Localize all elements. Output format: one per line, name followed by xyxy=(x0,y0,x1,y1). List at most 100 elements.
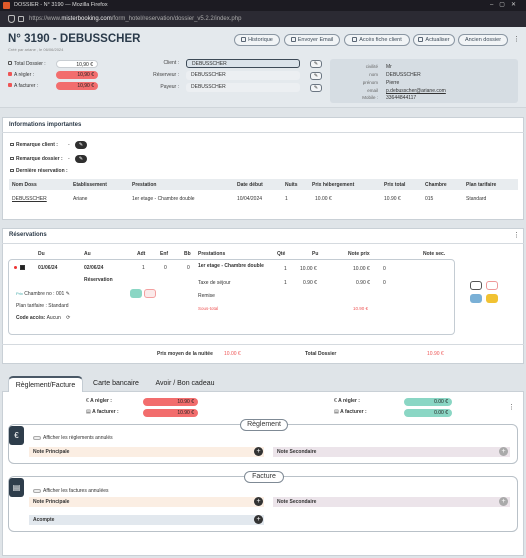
facture-note-principale: Note Principale xyxy=(29,497,264,507)
pencil-icon[interactable]: ✎ xyxy=(65,291,70,297)
divider xyxy=(2,344,524,345)
historique-button[interactable]: Historique xyxy=(234,34,280,46)
reglement-note-secondaire: Note Secondaire xyxy=(273,447,510,457)
show-cancelled-reglements-toggle[interactable] xyxy=(33,436,41,440)
cancel-edit-icon[interactable] xyxy=(470,281,482,290)
sous-total-value: 10.90 € xyxy=(353,306,369,311)
col-prestation: Prestation xyxy=(132,182,157,188)
add-acompte-button[interactable]: + xyxy=(254,515,263,524)
refresh-icon xyxy=(418,37,424,42)
prest1-total: 10.00 € xyxy=(353,266,370,272)
payment-more-icon[interactable]: ⋮ xyxy=(508,404,515,411)
client-edit-button[interactable]: ✎ xyxy=(310,60,322,68)
last-res-nuits: 1 xyxy=(285,196,288,202)
show-cancelled-factures-toggle[interactable] xyxy=(33,489,41,493)
nom-label: nom xyxy=(369,72,378,77)
res-col-adt: Adt xyxy=(137,251,146,257)
cancel-no-icon[interactable] xyxy=(486,281,498,290)
prest1-pu: 10.00 € xyxy=(300,266,317,272)
url-text[interactable]: https://www.misterbooking.com/form_hotel… xyxy=(29,16,242,22)
add-facture-principale-button[interactable]: + xyxy=(254,497,263,506)
remarque-client-edit-button[interactable]: ✎ xyxy=(75,141,87,149)
prest2-name: Taxe de séjour xyxy=(198,280,231,286)
res-adt: 1 xyxy=(142,265,145,271)
header-more-icon[interactable]: ⋮ xyxy=(513,36,520,43)
refresh-button[interactable]: Actualiser xyxy=(413,34,455,46)
card-icon[interactable] xyxy=(470,294,482,303)
prest2-total: 0.90 € xyxy=(356,280,370,286)
mail-icon xyxy=(290,37,296,42)
last-res-date: 10/04/2024 xyxy=(237,196,263,202)
rs-facturer2-label: ▤ A facturer : xyxy=(334,409,367,415)
reservation-checkbox[interactable] xyxy=(20,265,25,270)
prenom-label: prénom xyxy=(362,80,378,85)
reserveur-edit-button[interactable]: ✎ xyxy=(310,72,322,80)
refresh-icon[interactable]: ⟳ xyxy=(66,315,71,321)
remise-label: Remise xyxy=(198,293,215,299)
client-field[interactable]: DEBUSSCHER xyxy=(186,59,300,68)
reservation-row-box xyxy=(8,259,455,335)
important-info-card xyxy=(2,117,524,220)
total-dossier-row: Total Dossier : xyxy=(8,60,58,68)
lock-icon[interactable] xyxy=(18,16,24,22)
old-dossier-button[interactable]: Ancien dossier xyxy=(458,34,508,46)
res-plan: Plan tarifaire : Standard xyxy=(16,303,69,309)
euro-icon: € xyxy=(9,426,24,445)
lock-icon[interactable] xyxy=(486,294,498,303)
tab-carte-bancaire[interactable]: Carte bancaire xyxy=(93,380,139,387)
res-bb: 0 xyxy=(187,265,190,271)
add-reglement-secondaire-button[interactable]: + xyxy=(499,447,508,456)
reserveur-field[interactable]: DEBUSSCHER xyxy=(186,71,300,80)
window-controls[interactable]: –▢✕ xyxy=(489,2,522,8)
rs-regler-value: 10.90 € xyxy=(143,398,198,406)
invoice-icon xyxy=(8,83,12,87)
email-link[interactable]: p.debusscher@ariane.com xyxy=(386,88,446,94)
last-res-nom-link[interactable]: DEBUSSCHER xyxy=(12,196,47,202)
res-col-note-prix: Note prix xyxy=(348,251,370,257)
add-reglement-principale-button[interactable]: + xyxy=(254,447,263,456)
calendar-icon xyxy=(10,169,14,172)
res-type: Réservation xyxy=(84,277,113,283)
res-col-note-sec: Note sec. xyxy=(423,251,446,257)
col-date-debut: Date début xyxy=(237,182,263,188)
col-prix-hebergement: Prix hébergement xyxy=(312,182,355,188)
browser-urlbar[interactable]: https://www.misterbooking.com/form_hotel… xyxy=(0,11,526,27)
send-email-button[interactable]: Envoyer Email xyxy=(284,34,340,46)
status-dot-icon xyxy=(14,266,17,269)
res-col-prestations: Prestations xyxy=(198,251,226,257)
rs-facturer-label: ▤ A facturer : xyxy=(86,409,119,415)
res-col-enf: Enf xyxy=(160,251,169,257)
prix-moyen-value: 10.00 € xyxy=(224,351,241,357)
res-au: 02/06/24 xyxy=(84,265,104,271)
payeur-edit-button[interactable]: ✎ xyxy=(310,84,322,92)
room-icon[interactable] xyxy=(130,289,142,298)
client-label: Client : xyxy=(163,60,179,66)
mobile-value: 33644844117 xyxy=(386,95,417,101)
res-col-du: Du xyxy=(38,251,45,257)
user-card-icon xyxy=(352,37,358,42)
euro-icon xyxy=(8,72,12,76)
remarque-dossier-edit-button[interactable]: ✎ xyxy=(75,155,87,163)
reservations-title: Réservations xyxy=(9,232,47,238)
tab-reglement-facture[interactable]: Règlement/Facture xyxy=(8,376,83,392)
history-icon xyxy=(241,37,247,42)
a-regler-row: A régler : xyxy=(8,71,58,79)
prenom-value: Pierre xyxy=(386,80,400,86)
no-cleaning-icon[interactable] xyxy=(144,289,156,298)
tab-avoir-bon-cadeau[interactable]: Avoir / Bon cadeau xyxy=(155,380,215,387)
client-file-button[interactable]: Accès fiche client xyxy=(344,34,410,46)
last-reservation-header xyxy=(9,179,518,190)
col-plan-tarifaire: Plan tarifaire xyxy=(466,182,497,188)
payeur-field[interactable]: DEBUSSCHER xyxy=(186,83,300,92)
total-dossier-value-res: 10.90 € xyxy=(427,351,444,357)
remarque-client-label: Remarque client : xyxy=(10,142,58,148)
reservations-more-icon[interactable]: ⋮ xyxy=(513,232,520,239)
add-facture-secondaire-button[interactable]: + xyxy=(499,497,508,506)
nom-value: DEBUSSCHER xyxy=(386,72,421,78)
dossier-title: N° 3190 - DEBUSSCHER xyxy=(8,33,141,45)
email-label: email xyxy=(367,88,378,93)
res-chambre: Prix Chambre no : 001 ✎ xyxy=(16,291,70,297)
res-col-qte: Qté xyxy=(277,251,286,257)
payeur-label: Payeur : xyxy=(160,84,179,90)
shield-icon[interactable] xyxy=(8,15,15,23)
